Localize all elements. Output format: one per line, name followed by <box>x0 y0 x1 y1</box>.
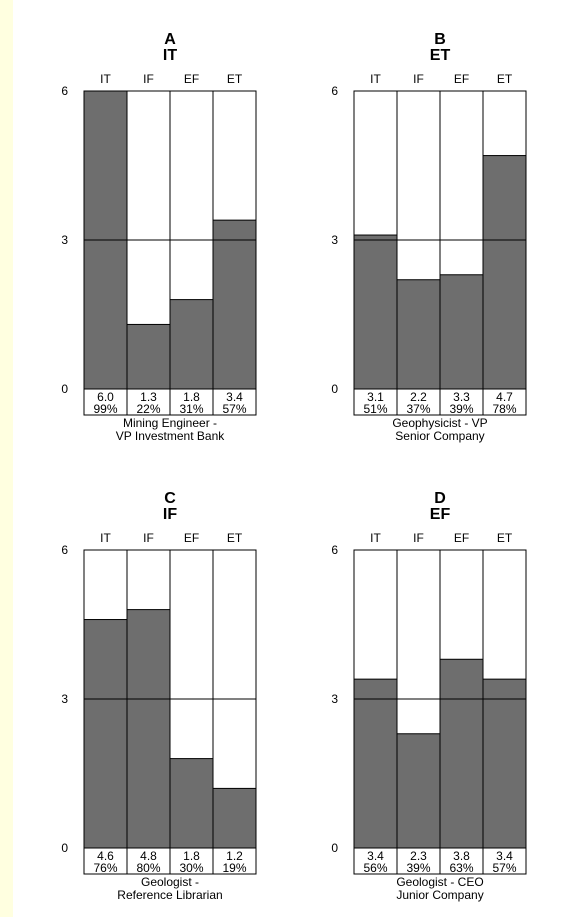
chart-letter: C <box>164 490 176 507</box>
caption-line-2: Reference Librarian <box>117 888 222 902</box>
category-label: ET <box>227 72 243 86</box>
value-label: 1.8 <box>183 390 200 404</box>
value-label: 1.3 <box>140 390 157 404</box>
percent-label: 76% <box>93 861 117 875</box>
value-label: 6.0 <box>97 390 114 404</box>
value-label: 2.2 <box>410 390 427 404</box>
y-tick-label: 6 <box>331 543 338 557</box>
bar <box>439 658 484 849</box>
value-label: 3.4 <box>496 849 513 863</box>
category-label: IF <box>143 72 154 86</box>
chart-letter: A <box>164 31 176 48</box>
category-label: EF <box>184 72 199 86</box>
bar <box>126 323 171 390</box>
y-tick-label: 0 <box>331 382 338 396</box>
bar <box>482 678 527 849</box>
value-label: 3.4 <box>226 390 243 404</box>
bar <box>169 299 214 390</box>
bar <box>396 733 441 849</box>
category-label: ET <box>497 531 513 545</box>
value-label: 3.1 <box>367 390 384 404</box>
chart-subtitle: IF <box>163 506 177 523</box>
value-label: 1.8 <box>183 849 200 863</box>
percent-label: 51% <box>363 402 387 416</box>
value-label: 3.4 <box>367 849 384 863</box>
category-label: IT <box>100 531 111 545</box>
value-label: 4.8 <box>140 849 157 863</box>
category-label: IT <box>370 72 381 86</box>
value-label: 3.3 <box>453 390 470 404</box>
category-label: EF <box>184 531 199 545</box>
caption-line-2: VP Investment Bank <box>116 429 226 443</box>
category-label: IF <box>143 531 154 545</box>
percent-label: 22% <box>136 402 160 416</box>
value-label: 2.3 <box>410 849 427 863</box>
y-tick-label: 6 <box>331 84 338 98</box>
category-label: ET <box>497 72 513 86</box>
y-tick-label: 6 <box>61 543 68 557</box>
bar <box>396 279 441 390</box>
bar <box>212 787 257 849</box>
y-tick-label: 0 <box>331 841 338 855</box>
category-label: EF <box>454 531 469 545</box>
bar <box>212 219 257 390</box>
category-label: IF <box>413 72 424 86</box>
left-margin-strip <box>0 0 13 917</box>
value-label: 3.8 <box>453 849 470 863</box>
percent-label: 57% <box>492 861 516 875</box>
chart-letter: D <box>434 490 446 507</box>
category-label: EF <box>454 72 469 86</box>
caption-line-1: Geophysicist - VP <box>392 416 487 430</box>
bar <box>482 155 527 390</box>
value-label: 4.6 <box>97 849 114 863</box>
y-tick-label: 6 <box>61 84 68 98</box>
percent-label: 30% <box>179 861 203 875</box>
chart-subtitle: IT <box>163 47 177 64</box>
chart-letter: B <box>434 31 446 48</box>
percent-label: 99% <box>93 402 117 416</box>
caption-line-1: Mining Engineer - <box>123 416 217 430</box>
bar <box>169 758 214 849</box>
caption-line-2: Junior Company <box>396 888 483 902</box>
bar <box>353 678 398 849</box>
y-tick-label: 3 <box>331 692 338 706</box>
y-tick-label: 3 <box>61 233 68 247</box>
caption-line-1: Geologist - <box>141 875 199 889</box>
value-label: 1.2 <box>226 849 243 863</box>
percent-label: 19% <box>222 861 246 875</box>
bar <box>353 234 398 390</box>
bar <box>83 619 128 849</box>
percent-label: 39% <box>406 861 430 875</box>
percent-label: 39% <box>449 402 473 416</box>
bar <box>439 274 484 390</box>
chart-subtitle: ET <box>430 47 451 64</box>
percent-label: 78% <box>492 402 516 416</box>
y-tick-label: 3 <box>331 233 338 247</box>
percent-label: 63% <box>449 861 473 875</box>
caption-line-1: Geologist - CEO <box>396 875 483 889</box>
percent-label: 37% <box>406 402 430 416</box>
y-tick-label: 0 <box>61 382 68 396</box>
bar <box>126 609 171 849</box>
category-label: ET <box>227 531 243 545</box>
value-label: 4.7 <box>496 390 513 404</box>
y-tick-label: 0 <box>61 841 68 855</box>
percent-label: 80% <box>136 861 160 875</box>
percent-label: 31% <box>179 402 203 416</box>
chart-subtitle: EF <box>430 506 451 523</box>
percent-label: 56% <box>363 861 387 875</box>
percent-label: 57% <box>222 402 246 416</box>
y-tick-label: 3 <box>61 692 68 706</box>
category-label: IT <box>100 72 111 86</box>
category-label: IT <box>370 531 381 545</box>
category-label: IF <box>413 531 424 545</box>
caption-line-2: Senior Company <box>395 429 484 443</box>
